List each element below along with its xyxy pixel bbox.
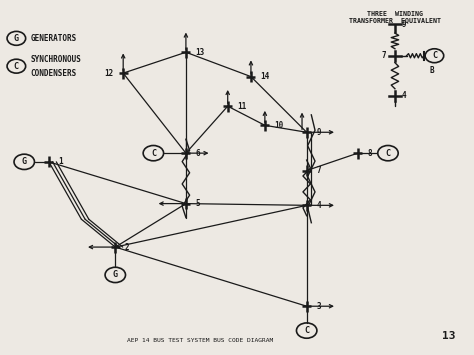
- Text: B: B: [430, 66, 434, 75]
- Text: C: C: [14, 62, 19, 71]
- Text: G: G: [113, 271, 118, 279]
- Text: G: G: [14, 34, 19, 43]
- Text: 13: 13: [442, 331, 456, 341]
- Text: 6: 6: [196, 149, 201, 158]
- Text: G: G: [22, 157, 27, 166]
- Text: 12: 12: [104, 69, 113, 78]
- Text: AEP 14 BUS TEST SYSTEM BUS CODE DIAGRAM: AEP 14 BUS TEST SYSTEM BUS CODE DIAGRAM: [127, 338, 273, 343]
- Text: 13: 13: [196, 48, 205, 57]
- Text: 9: 9: [317, 128, 321, 137]
- Text: 4: 4: [402, 91, 407, 100]
- Text: 4: 4: [317, 201, 321, 210]
- Text: C: C: [385, 149, 391, 158]
- Text: C: C: [151, 149, 156, 158]
- Text: C: C: [304, 326, 309, 335]
- Text: SYNCHRONOUS: SYNCHRONOUS: [30, 55, 81, 64]
- Text: 14: 14: [261, 72, 270, 81]
- Text: 3: 3: [317, 302, 321, 311]
- Text: GENERATORS: GENERATORS: [30, 34, 76, 43]
- Text: 7: 7: [382, 51, 387, 60]
- Text: C: C: [432, 51, 437, 60]
- Text: 11: 11: [237, 102, 246, 111]
- Text: TRANSFORMER  EQUIVALENT: TRANSFORMER EQUIVALENT: [349, 17, 441, 23]
- Text: 8: 8: [367, 149, 372, 158]
- Text: 1: 1: [59, 157, 63, 166]
- Text: 5: 5: [196, 199, 201, 208]
- Text: CONDENSERS: CONDENSERS: [30, 69, 76, 78]
- Text: 7: 7: [317, 166, 321, 175]
- Text: 9: 9: [402, 20, 407, 29]
- Text: 2: 2: [125, 242, 130, 252]
- Text: THREE  WINDING: THREE WINDING: [367, 11, 423, 17]
- Text: 10: 10: [274, 121, 284, 130]
